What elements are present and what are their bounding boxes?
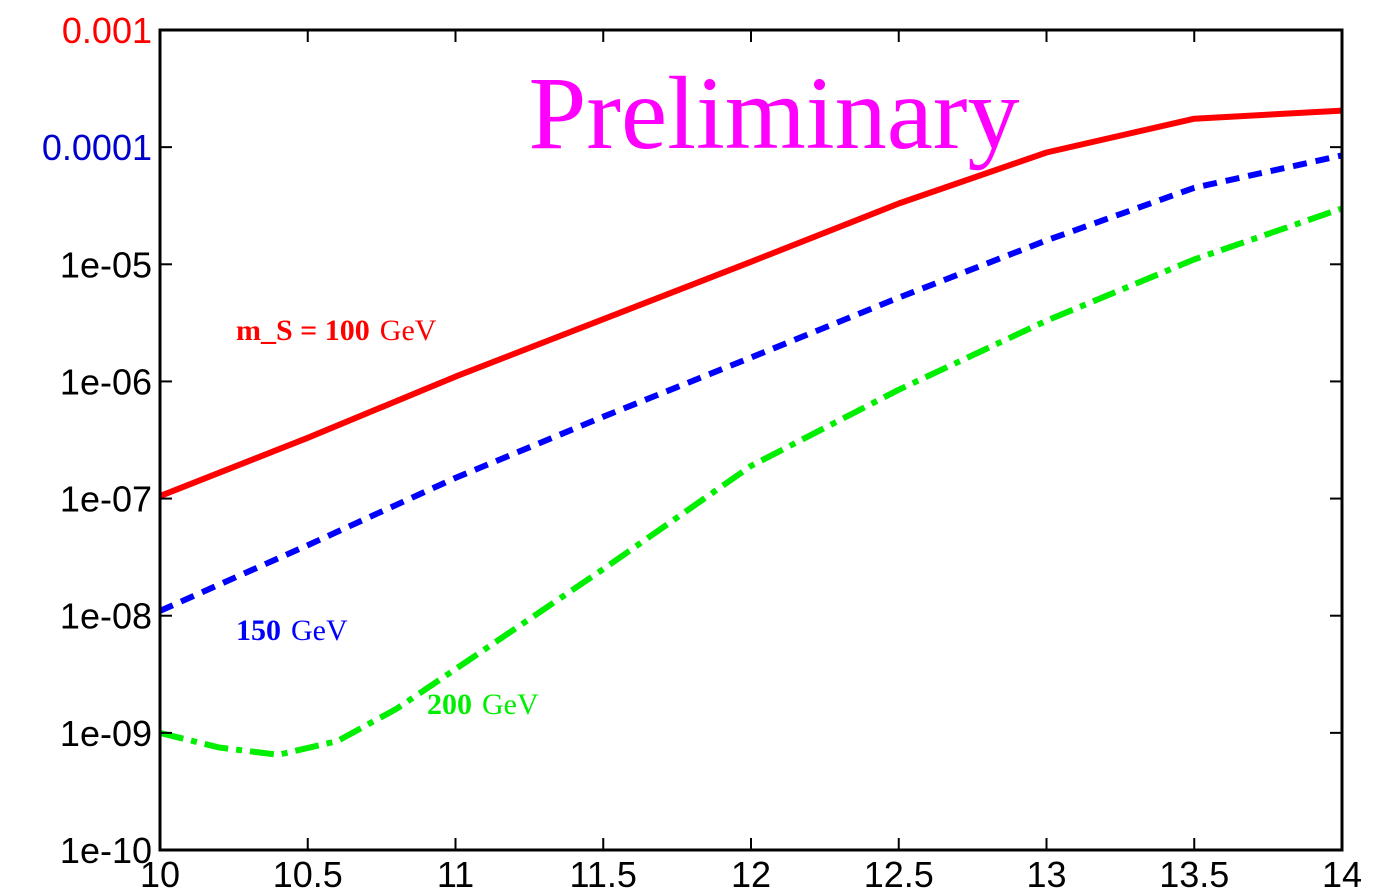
series-label-unit: GeV: [482, 688, 539, 721]
x-tick-label: 10.5: [273, 854, 343, 895]
series-label-2: 200 GeV: [427, 688, 539, 721]
ticks-layer: 10 10.5 11 11.5 12 12.5 13 13.5 14 1e-10 1e-09 1e-0…: [42, 10, 1362, 895]
series-layer: [158, 107, 1343, 758]
y-tick-label: 0.001: [62, 10, 152, 51]
series-line-0: [158, 107, 1343, 499]
series-label-value: 150: [236, 614, 281, 647]
y-tick-label: 1e-07: [60, 479, 152, 520]
x-tick-label: 14: [1322, 854, 1362, 895]
series-label-unit: GeV: [380, 314, 437, 347]
x-tick-label: 12: [731, 854, 771, 895]
y-tick-label: 1e-09: [60, 713, 152, 754]
series-line-2: [159, 205, 1343, 758]
series-line-1: [158, 152, 1343, 614]
watermark-text: Preliminary: [528, 56, 1019, 171]
y-tick-label: 1e-08: [60, 596, 152, 637]
x-tick-label: 13: [1026, 854, 1066, 895]
series-label-0: m_S = 100 GeV: [236, 314, 437, 347]
y-tick-label: 1e-10: [60, 830, 152, 871]
labels-layer: m_S = 100 GeV 150 GeV 200 GeV: [236, 314, 539, 721]
x-tick-label: 11: [437, 854, 474, 895]
x-tick-label: 10: [140, 854, 180, 895]
x-tick-label: 13.5: [1159, 854, 1229, 895]
series-label-value: m_S = 100: [236, 314, 370, 347]
series-label-unit: GeV: [291, 614, 348, 647]
y-tick-label: 0.0001: [42, 127, 152, 168]
series-label-1: 150 GeV: [236, 614, 348, 647]
x-tick-label: 11.5: [570, 854, 637, 895]
x-tick-label: 12.5: [864, 854, 934, 895]
watermark-layer: Preliminary: [528, 56, 1019, 171]
y-tick-label: 1e-05: [60, 244, 152, 285]
y-tick-label: 1e-06: [60, 361, 152, 402]
series-label-value: 200: [427, 688, 472, 721]
